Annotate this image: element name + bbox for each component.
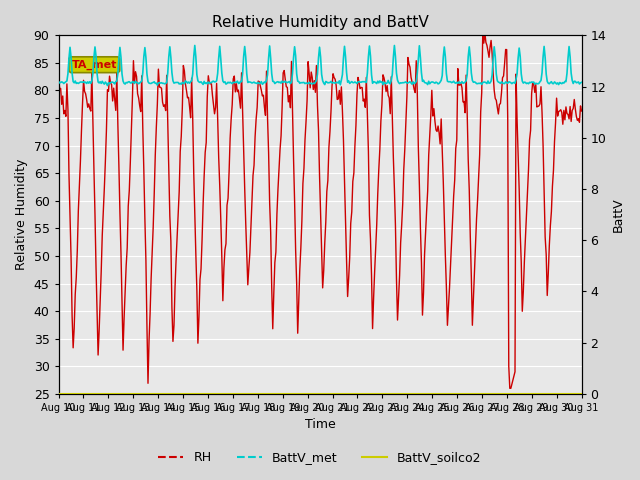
Title: Relative Humidity and BattV: Relative Humidity and BattV <box>212 15 428 30</box>
Y-axis label: BattV: BattV <box>612 197 625 232</box>
Text: TA_met: TA_met <box>72 60 117 70</box>
Legend: RH, BattV_met, BattV_soilco2: RH, BattV_met, BattV_soilco2 <box>154 446 486 469</box>
Y-axis label: Relative Humidity: Relative Humidity <box>15 159 28 270</box>
X-axis label: Time: Time <box>305 419 335 432</box>
